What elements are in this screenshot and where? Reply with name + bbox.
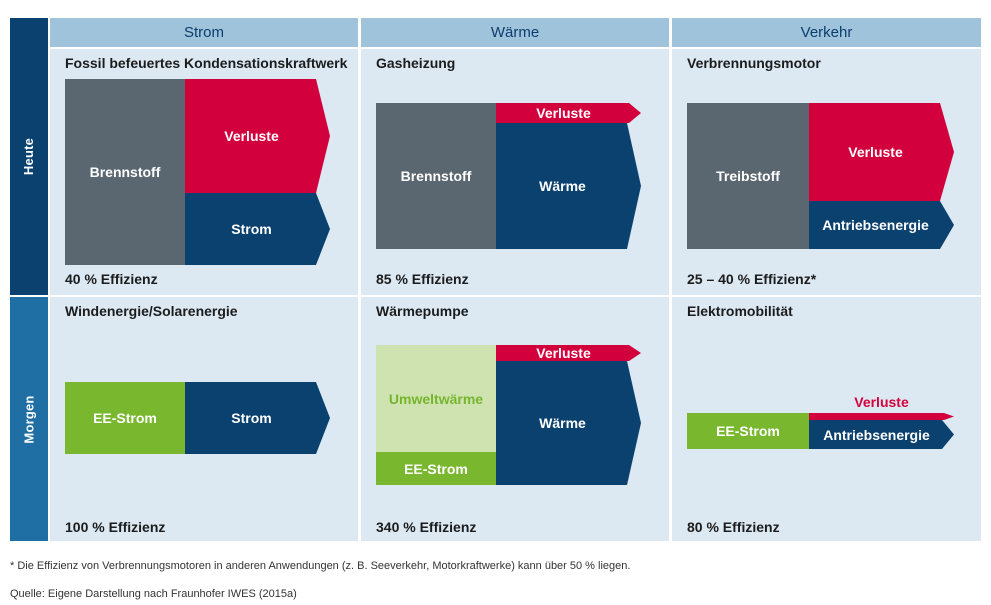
- row-label-morgen-text: Morgen: [21, 394, 37, 444]
- renewable-input-block: EE-Strom: [687, 413, 809, 449]
- cell-morgen-waerme: Wärmepumpe Umweltwärme EE-Strom Verluste…: [361, 297, 669, 541]
- renewable-input-block: EE-Strom: [376, 452, 496, 485]
- loss-label: Verluste: [854, 394, 909, 410]
- cell-title: Fossil befeuertes Kondensationskraftwerk: [65, 55, 348, 71]
- efficiency-label: 25 – 40 % Effizienz*: [687, 271, 817, 287]
- cell-heute-strom: Fossil befeuertes Kondensationskraftwerk…: [50, 49, 358, 295]
- efficiency-label: 340 % Effizienz: [376, 519, 477, 535]
- efficiency-label: 80 % Effizienz: [687, 519, 780, 535]
- loss-arrow: Verluste: [809, 103, 954, 201]
- cell-morgen-strom: Windenergie/Solarenergie EE-Strom Strom …: [50, 297, 358, 541]
- column-header-verkehr: Verkehr: [672, 18, 981, 47]
- column-header-strom: Strom: [50, 18, 358, 47]
- loss-arrow: Verluste: [496, 345, 641, 361]
- cell-title: Elektromobilität: [687, 303, 793, 319]
- row-label-heute: Heute: [10, 18, 48, 295]
- output-arrow: Strom: [185, 382, 330, 454]
- output-arrow: Wärme: [496, 361, 641, 485]
- efficiency-label: 85 % Effizienz: [376, 271, 469, 287]
- cell-title: Verbrennungsmotor: [687, 55, 821, 71]
- loss-arrow: Verluste: [496, 103, 641, 123]
- ambient-heat-block: Umweltwärme: [376, 345, 496, 452]
- cell-morgen-verkehr: Elektromobilität Verluste EE-Strom Antri…: [672, 297, 981, 541]
- efficiency-label: 40 % Effizienz: [65, 271, 158, 287]
- loss-arrow: Verluste: [185, 79, 330, 193]
- cell-heute-waerme: Gasheizung Brennstoff Verluste Wärme 85 …: [361, 49, 669, 295]
- cell-title: Gasheizung: [376, 55, 456, 71]
- efficiency-label: 100 % Effizienz: [65, 519, 166, 535]
- output-arrow: Antriebsenergie: [809, 420, 954, 449]
- renewable-input-block: EE-Strom: [65, 382, 185, 454]
- source-line: Quelle: Eigene Darstellung nach Fraunhof…: [10, 588, 297, 600]
- output-arrow: Strom: [185, 193, 330, 265]
- fuel-block: Brennstoff: [65, 79, 185, 265]
- loss-arrow: [809, 413, 954, 420]
- fuel-block: Treibstoff: [687, 103, 809, 249]
- footnote: * Die Effizienz von Verbrennungsmotoren …: [10, 560, 631, 572]
- row-label-morgen: Morgen: [10, 297, 48, 541]
- cell-heute-verkehr: Verbrennungsmotor Treibstoff Verluste An…: [672, 49, 981, 295]
- output-arrow: Antriebsenergie: [809, 201, 954, 249]
- fuel-block: Brennstoff: [376, 103, 496, 249]
- row-label-heute-text: Heute: [21, 137, 37, 176]
- cell-title: Windenergie/Solarenergie: [65, 303, 238, 319]
- output-arrow: Wärme: [496, 123, 641, 249]
- column-header-waerme: Wärme: [361, 18, 669, 47]
- cell-title: Wärmepumpe: [376, 303, 469, 319]
